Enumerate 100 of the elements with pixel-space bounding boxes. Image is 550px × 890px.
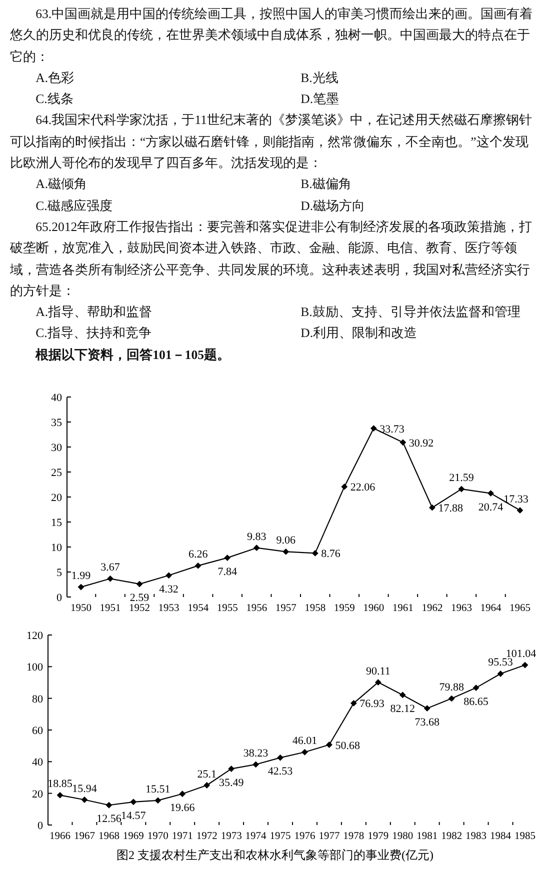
- text: B.鼓励、支持、引导并依法监督和管理: [300, 304, 522, 322]
- data-label: 25.1: [197, 768, 216, 780]
- x-tick-label: 1961: [392, 603, 414, 614]
- point: [107, 575, 114, 582]
- data-label: 95.53: [488, 656, 514, 669]
- text: C.线条: [34, 91, 74, 108]
- text: 65.2012年政府工作报告指出：要完善和落实促进非公有制经济发展的各项政策措施，打破垄断，放宽准入，鼓励民间资本进入铁路、市政、金融、能源、电信、教育、医疗等领域，营造各类所有制经济公平竞争、共同发展的环境。这种表述表明，我国对私营经济实行的方针是：: [10, 218, 534, 300]
- data-label: 20.74: [478, 501, 504, 514]
- data-label: 15.51: [146, 783, 170, 796]
- data-label: 35.49: [218, 776, 244, 789]
- text: D.笔墨: [300, 91, 340, 108]
- text: A.磁倾角: [34, 176, 88, 194]
- data-label: 17.88: [438, 502, 464, 515]
- y-tick-label: 40: [32, 756, 44, 769]
- x-tick-label: 1962: [422, 603, 443, 614]
- x-tick-label: 1974: [245, 831, 268, 842]
- x-tick-label: 1953: [158, 603, 180, 614]
- y-tick-label: 25: [51, 467, 62, 479]
- point: [400, 439, 406, 446]
- x-tick-label: 1978: [343, 831, 364, 842]
- text: 63.中国画就是用中国的传统绘画工具，按照中国人的审美习惯而绘出来的画。国画有着悠久的历史和优良的传统，在世界美术领域中自成体系，独树一帜。中国画最大的特点在于它的：: [10, 6, 534, 66]
- x-tick-label: 1977: [318, 831, 340, 842]
- point: [56, 792, 64, 798]
- data-label: 79.88: [439, 682, 464, 694]
- data-label: 46.01: [292, 735, 318, 748]
- point: [302, 748, 308, 756]
- x-tick-label: 1973: [220, 831, 242, 842]
- point: [341, 484, 348, 490]
- text: 64.我国宋代科学家沈括，于11世纪末著的《梦溪笔谈》中，在记述用天然磁石摩擦钢针可以指南的时候指出：“方家以磁石磨针锋，则能指南，然常微偏东，不全南也。”这个发现比欧洲人哥伦布的发现早了四百多年。沈括发现的是：: [10, 112, 533, 172]
- x-tick-label: 1963: [450, 603, 472, 614]
- text: D.利用、限制和改造: [300, 325, 418, 342]
- x-tick-label: 1956: [246, 603, 268, 614]
- text: B.磁偏角: [300, 176, 352, 194]
- x-tick-label: 1959: [334, 603, 355, 614]
- point: [312, 550, 318, 556]
- x-tick-label: 1972: [196, 831, 218, 842]
- y-tick-label: 0: [56, 592, 62, 604]
- data-label: 4.32: [159, 583, 178, 596]
- x-tick-label: 1984: [490, 831, 512, 842]
- x-tick-label: 1975: [270, 831, 291, 842]
- text: 图2 支援农村生产支出和农林水利气象等部门的事业费(亿元): [116, 848, 434, 862]
- y-tick-label: 0: [38, 820, 44, 832]
- point: [154, 797, 162, 804]
- y-tick-label: 40: [51, 392, 62, 404]
- x-tick-label: 1958: [304, 603, 326, 614]
- data-label: 9.83: [246, 530, 267, 543]
- data-label: 30.92: [408, 437, 434, 450]
- data-label: 15.94: [72, 782, 98, 795]
- point: [448, 695, 455, 702]
- x-tick-label: 1971: [172, 831, 193, 842]
- y-tick-label: 15: [51, 517, 62, 529]
- data-label: 73.68: [414, 716, 440, 728]
- point: [429, 504, 436, 511]
- x-tick-label: 1970: [147, 831, 168, 842]
- data-label: 82.12: [390, 702, 416, 715]
- text: B.光线: [300, 70, 340, 87]
- y-tick-label: 30: [51, 442, 62, 454]
- text: D.磁场方向: [300, 198, 366, 215]
- x-tick-label: 1952: [129, 603, 150, 614]
- point: [424, 705, 430, 712]
- point: [204, 782, 210, 788]
- data-label: 50.68: [335, 740, 360, 752]
- point: [194, 562, 202, 569]
- data-label: 90.11: [366, 665, 390, 678]
- x-tick-label: 1979: [368, 831, 389, 842]
- x-tick-label: 1954: [188, 603, 210, 614]
- data-label: 14.57: [121, 810, 146, 822]
- data-label: 42.53: [268, 766, 294, 778]
- data-label: 2.59: [130, 592, 150, 604]
- point: [458, 486, 465, 492]
- point: [106, 802, 112, 808]
- x-tick-label: 1981: [416, 831, 438, 842]
- point: [488, 490, 494, 496]
- data-label: 33.73: [380, 423, 405, 436]
- text: C.磁感应强度: [34, 198, 114, 215]
- y-tick-label: 60: [32, 725, 44, 737]
- y-tick-label: 10: [51, 542, 62, 554]
- x-tick-label: 1950: [70, 603, 92, 614]
- point: [399, 692, 406, 698]
- x-tick-label: 1967: [74, 831, 95, 842]
- data-label: 9.06: [276, 534, 296, 547]
- x-tick-label: 1968: [98, 831, 120, 842]
- data-label: 76.93: [360, 698, 385, 710]
- text: 根据以下资料，回答101－105题。: [34, 346, 231, 364]
- x-tick-label: 1951: [100, 603, 121, 614]
- y-tick-label: 20: [32, 788, 44, 800]
- y-tick-label: 20: [51, 492, 62, 504]
- data-label: 7.84: [218, 566, 238, 578]
- point: [228, 766, 235, 772]
- x-tick-label: 1980: [392, 831, 414, 842]
- point: [472, 684, 480, 692]
- x-tick-label: 1960: [363, 603, 384, 614]
- data-label: 8.76: [321, 548, 341, 560]
- point: [282, 548, 290, 555]
- y-tick-label: 100: [26, 662, 44, 674]
- x-tick-label: 1965: [510, 603, 530, 614]
- data-label: 19.66: [170, 802, 196, 814]
- point: [326, 742, 332, 748]
- data-label: 22.06: [350, 482, 376, 494]
- x-tick-label: 1966: [50, 831, 70, 842]
